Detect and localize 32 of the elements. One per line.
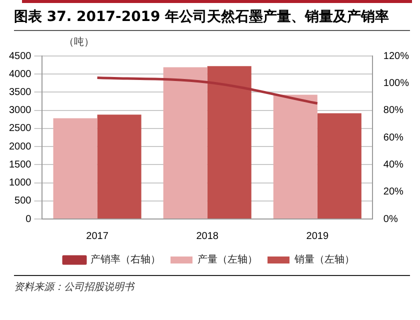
y2-tick-label: 40% [383,159,404,170]
bar [53,118,98,218]
x-tick-label: 2019 [306,230,329,242]
y-tick-label: 500 [14,196,32,207]
y-axis-title: （吨） [64,36,95,48]
legend-label: 销量（左轴） [294,254,354,266]
y-tick-label: 0 [26,214,32,225]
legend-label: 产销率（右轴） [90,254,160,266]
chart-title: 图表 37. 2017-2019 年公司天然石墨产量、销量及产销率 [14,8,410,31]
text: 资料来源：公司招股说明书 [14,275,410,294]
y2-tick-label: 20% [383,186,404,198]
bar [97,114,142,218]
x-tick-label: 2018 [196,230,219,242]
y2-tick-label: 80% [383,105,404,116]
bar [163,67,208,218]
y-tick-label: 4500 [8,50,32,62]
bar [273,94,318,218]
x-tick-label: 2017 [86,230,109,242]
bar [207,66,252,218]
y2-tick-label: 100% [383,78,410,89]
y-tick-label: 3000 [8,105,32,116]
y-tick-label: 4000 [8,68,32,80]
y2-tick-label: 120% [383,50,410,62]
y-tick-label: 2500 [8,123,32,134]
y2-tick-label: 60% [383,132,404,144]
y-tick-label: 1000 [8,178,32,189]
y-tick-label: 3500 [8,86,32,98]
y-tick-label: 1500 [8,159,32,170]
y2-tick-label: 0% [383,214,398,225]
bar [317,113,362,218]
y-tick-label: 2000 [8,141,32,152]
legend-label: 产量（左轴） [198,254,258,266]
